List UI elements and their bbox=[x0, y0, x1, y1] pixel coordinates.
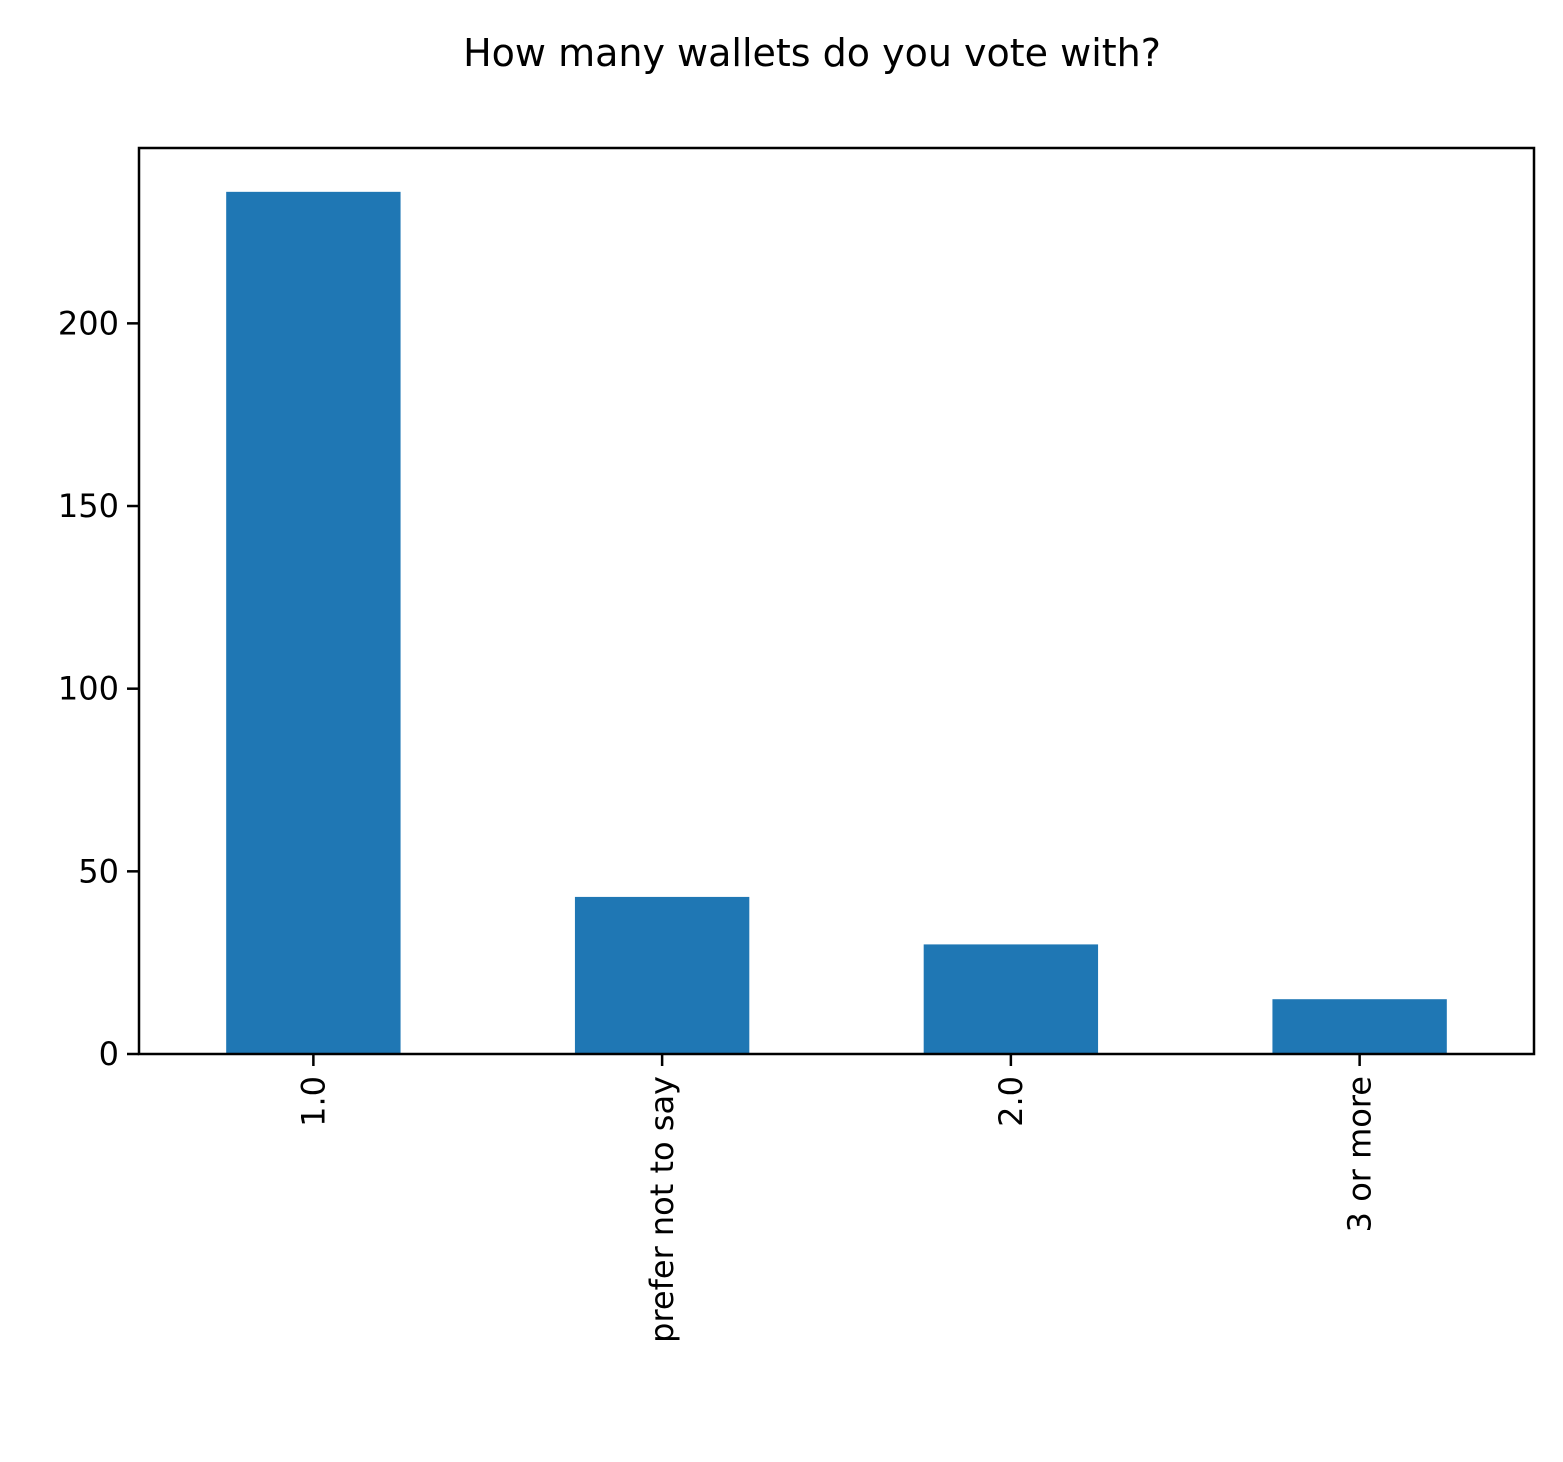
bar-1 bbox=[574, 896, 750, 1054]
chart-title: How many wallets do you vote with? bbox=[463, 31, 1161, 75]
bar-0 bbox=[226, 191, 401, 1054]
y-axis: 0 50 100 150 200 bbox=[58, 304, 139, 1073]
y-tick-label-4: 200 bbox=[58, 304, 119, 342]
x-tick-label-2: 2.0 bbox=[992, 1076, 1030, 1127]
x-tick-label-3: 3 or more bbox=[1341, 1076, 1379, 1232]
y-tick-label-1: 50 bbox=[78, 852, 119, 890]
plot-frame bbox=[137, 146, 1536, 1056]
x-tick-label-1: prefer not to say bbox=[643, 1076, 681, 1343]
bar-3 bbox=[1272, 999, 1447, 1054]
x-axis: 1.0 prefer not to say 2.0 3 or more bbox=[294, 1054, 1379, 1343]
y-tick-label-3: 150 bbox=[58, 487, 119, 525]
bars-group bbox=[226, 191, 1447, 1054]
y-tick-label-2: 100 bbox=[58, 670, 119, 708]
y-tick-label-0: 0 bbox=[99, 1035, 119, 1073]
x-tick-label-0: 1.0 bbox=[294, 1076, 332, 1127]
bar-2 bbox=[923, 944, 1099, 1054]
